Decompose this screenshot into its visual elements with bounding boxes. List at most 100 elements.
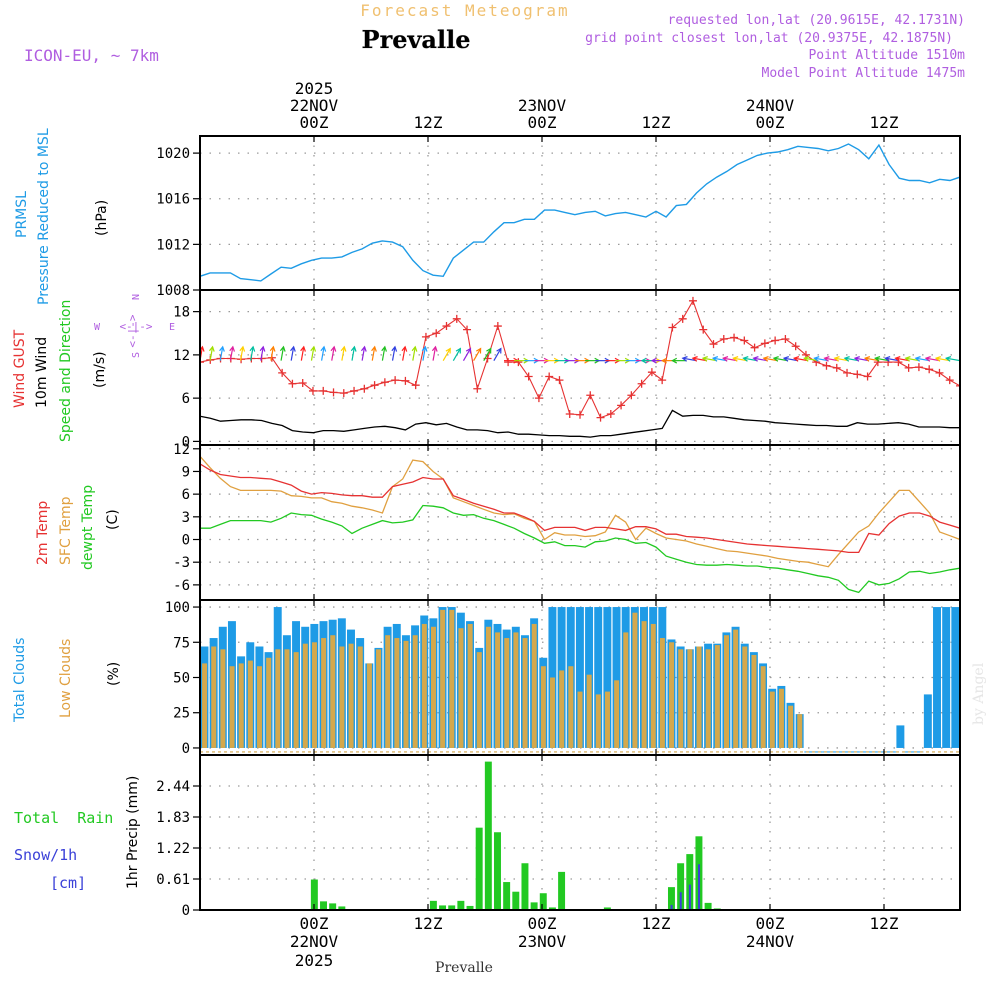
gust-marker	[688, 296, 697, 305]
model-label: ICON-EU, ~ 7km	[24, 46, 159, 65]
rain-bar	[512, 891, 520, 910]
info-line-2: grid point closest lon,lat (20.9375E, 42…	[585, 31, 953, 46]
low-cloud-bar	[257, 666, 263, 748]
wind-arrowhead	[391, 345, 398, 352]
low-cloud-bar	[412, 635, 418, 748]
wind-arrowhead	[803, 356, 810, 362]
low-cloud-bar	[669, 642, 675, 748]
wind-arrowhead	[691, 356, 698, 362]
gust-marker	[945, 376, 954, 385]
time-label-bottom: 12Z	[642, 914, 671, 933]
gust-marker	[822, 361, 831, 370]
low-cloud-bar	[266, 657, 272, 748]
low-cloud-bar	[348, 643, 354, 748]
wind-arrowhead	[722, 356, 729, 362]
wind-arrowhead	[792, 356, 800, 362]
wind-arrow	[895, 357, 910, 362]
rain-bar	[310, 879, 318, 910]
wind-arrow	[381, 346, 386, 361]
gust-marker	[534, 394, 543, 403]
gust-marker	[791, 342, 800, 351]
wind-arrowhead	[681, 356, 688, 362]
gust-marker	[586, 391, 595, 400]
wind-label-3: Speed and Direction	[58, 300, 74, 442]
gust-marker	[493, 322, 502, 331]
wind-arrow	[925, 357, 940, 362]
wind-arrowhead	[853, 356, 860, 362]
compass-north: N	[131, 294, 142, 300]
ytick-label: 1.83	[156, 810, 190, 826]
gust-marker	[339, 389, 348, 398]
gust-marker	[596, 413, 605, 422]
wind-arrow	[280, 346, 285, 361]
wind-arrow	[713, 357, 728, 362]
low-cloud-bar	[742, 646, 748, 748]
wind-arrowhead	[772, 356, 779, 362]
ytick-label: 1012	[156, 237, 190, 253]
gust-marker	[730, 333, 739, 342]
low-cloud-bar	[797, 714, 803, 748]
wind-arrow	[239, 346, 244, 361]
ytick-label: 9	[182, 464, 190, 480]
gust-marker	[914, 363, 923, 372]
low-cloud-bar	[330, 635, 336, 748]
gust-marker	[442, 322, 451, 331]
ytick-label: -6	[173, 578, 190, 594]
ytick-label: 1008	[156, 283, 190, 299]
wind-arrow	[270, 346, 274, 361]
gust-marker	[452, 314, 461, 323]
wind-arrowhead	[671, 357, 678, 364]
gust-marker	[278, 368, 287, 377]
cloud-unit: (%)	[106, 662, 122, 686]
wind-arrow	[743, 357, 758, 362]
low-cloud-bar	[394, 638, 400, 748]
ytick-label: 12	[173, 348, 190, 364]
time-label-top: 12Z	[870, 113, 899, 132]
gust-marker	[576, 410, 584, 419]
gust-marker	[555, 376, 564, 385]
wind-arrow	[412, 346, 416, 361]
wind-arrow	[915, 357, 930, 362]
gust-marker	[545, 372, 554, 381]
wind-arrowhead	[455, 347, 461, 354]
wind-arrowhead	[752, 356, 759, 362]
wind-arrow	[229, 346, 234, 361]
panel-clouds: 0 25 50 75 100	[165, 599, 961, 757]
gust-marker	[935, 368, 944, 377]
wind-arrowhead	[934, 356, 942, 362]
wind-arrow	[493, 348, 502, 361]
gust-marker	[473, 384, 482, 393]
ytick-label: -3	[173, 555, 190, 571]
low-cloud-bar	[229, 666, 235, 748]
rain-bar	[494, 832, 501, 910]
wind-arrow	[209, 346, 214, 361]
gust-marker	[370, 381, 379, 390]
gust-marker	[925, 365, 934, 374]
gust-marker	[606, 410, 615, 418]
dewpt-line	[200, 504, 960, 594]
wind-arrow	[844, 357, 859, 362]
pressure-unit: (hPa)	[94, 200, 110, 236]
pressure-side-labels: PRMSL Pressure Reduced to MSL (hPa)	[14, 128, 110, 305]
rain-bar	[448, 905, 456, 910]
temp-label-1: 2m Temp	[35, 501, 51, 565]
gust-marker	[843, 368, 852, 377]
wind-arrow	[219, 346, 224, 361]
gust-marker	[709, 340, 718, 349]
panel-content	[200, 143, 960, 282]
wind-arrow	[483, 348, 492, 361]
ytick-label: 6	[182, 391, 190, 407]
temp-unit: (C)	[105, 509, 121, 530]
low-cloud-bar	[458, 628, 464, 748]
gust-marker	[894, 358, 903, 367]
low-cloud-bar	[495, 632, 501, 748]
panel-pressure: 1008 1012 1016 1020	[156, 135, 961, 299]
gust-marker	[884, 358, 893, 367]
low-cloud-bar	[449, 609, 455, 748]
snow-bar	[670, 904, 673, 910]
wind-arrow	[854, 357, 869, 362]
wind-arrowhead	[381, 345, 387, 352]
rain-bar	[521, 863, 529, 910]
gust-marker	[853, 370, 862, 379]
time-label-bottom: 00Z	[528, 914, 557, 933]
